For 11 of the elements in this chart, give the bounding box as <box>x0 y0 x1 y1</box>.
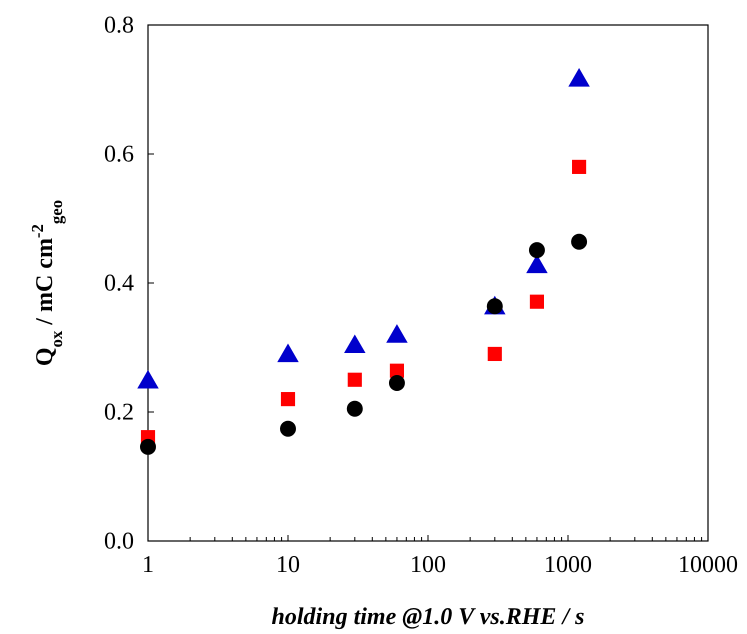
y-tick-label: 0.2 <box>104 400 134 426</box>
x-tick-label: 1 <box>142 552 154 578</box>
x-tick-label: 10 <box>276 552 300 578</box>
y-tick-label: 0.6 <box>104 142 134 168</box>
y-tick-label: 0.0 <box>104 528 134 555</box>
x-axis-title: holding time @1.0 V vs.RHE / s <box>272 604 584 630</box>
x-tick-label: 100 <box>410 552 446 578</box>
y-tick-label: 0.8 <box>104 12 134 39</box>
x-tick-label: 10000 <box>678 552 738 578</box>
x-tick-label: 1000 <box>544 552 592 578</box>
y-tick-label: 0.4 <box>104 270 134 297</box>
